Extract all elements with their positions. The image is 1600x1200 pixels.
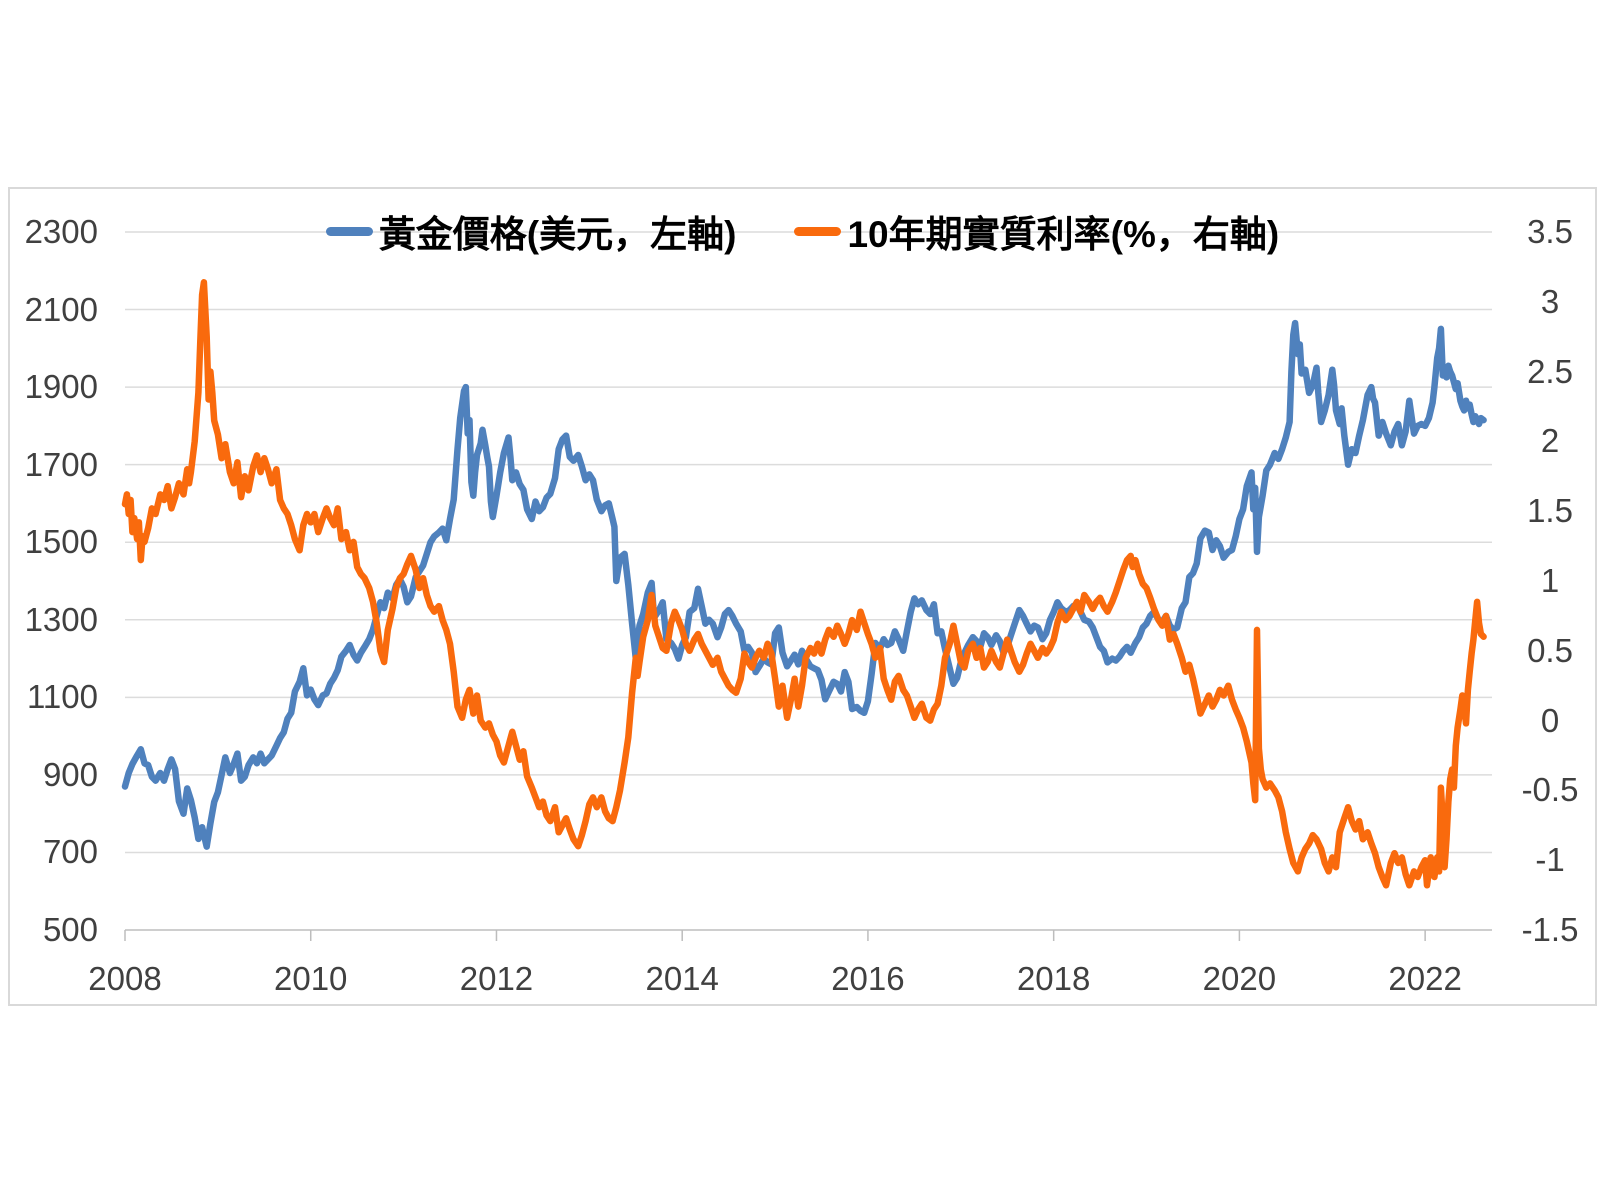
left-axis-tick-label-1500: 1500 [24,523,98,561]
left-axis-tick-label-700: 700 [42,833,98,871]
left-axis-tick-label-1300: 1300 [24,600,98,638]
left-axis-tick-label-1900: 1900 [24,368,98,406]
gold-legend-label: 黃金價格(美元，左軸) [378,214,737,255]
legend-item-real-rate: 10年期實質利率(%，右軸) [794,204,1279,258]
left-axis-tick-label-1100: 1100 [27,678,98,716]
x-axis-tick-label-2012: 2012 [459,960,534,997]
real-rate-legend-label: 10年期實質利率(%，右軸) [847,214,1280,255]
left-axis-tick-label-1700: 1700 [24,445,98,483]
real-rate-line-swatch-icon [794,226,842,236]
x-axis-tick-label-2016: 2016 [831,960,905,997]
legend-item-gold-price: 黃金價格(美元，左軸) [325,204,737,258]
right-axis-tick-label-0.5: 0.5 [1527,631,1573,669]
right-axis-tick-label-1: 1 [1540,562,1560,599]
left-axis-tick-label-2300: 2300 [24,213,98,250]
right-axis-tick-label-3: 3 [1540,282,1560,320]
right-axis-tick-label-1.5: 1.5 [1527,492,1573,530]
right-axis-tick-label--1.5: -1.5 [1521,911,1579,948]
legend: 黃金價格(美元，左軸) 10年期實質利率(%，右軸) [10,203,1595,259]
x-axis-tick-label-2022: 2022 [1388,960,1462,997]
gold-line-swatch-icon [325,226,373,236]
real-rate-line [121,279,1487,889]
x-axis-tick-label-2018: 2018 [1016,960,1091,997]
right-axis-tick-label-3.5: 3.5 [1527,213,1573,250]
chart-frame: 黃金價格(美元，左軸) 10年期實質利率(%，右軸) 2300 2100 1900 1… [8,187,1597,1006]
right-axis-tick-label-0: 0 [1540,701,1560,739]
right-axis-tick-label-2: 2 [1540,422,1560,460]
gold-price-line [121,319,1487,850]
left-axis-tick-label-900: 900 [42,755,98,793]
x-axis-tick-label-2014: 2014 [645,960,719,997]
x-axis-tick-label-2020: 2020 [1202,960,1277,997]
right-axis-tick-label--1: -1 [1535,841,1565,879]
left-axis-tick-label-2100: 2100 [24,290,98,328]
right-axis-tick-label--0.5: -0.5 [1521,771,1579,809]
right-axis-tick-label-2.5: 2.5 [1527,352,1573,390]
left-axis-tick-label-500: 500 [42,911,98,948]
x-axis-tick-label-2008: 2008 [88,960,162,997]
plot-area [121,231,1492,941]
x-axis-tick-label-2010: 2010 [274,960,348,997]
